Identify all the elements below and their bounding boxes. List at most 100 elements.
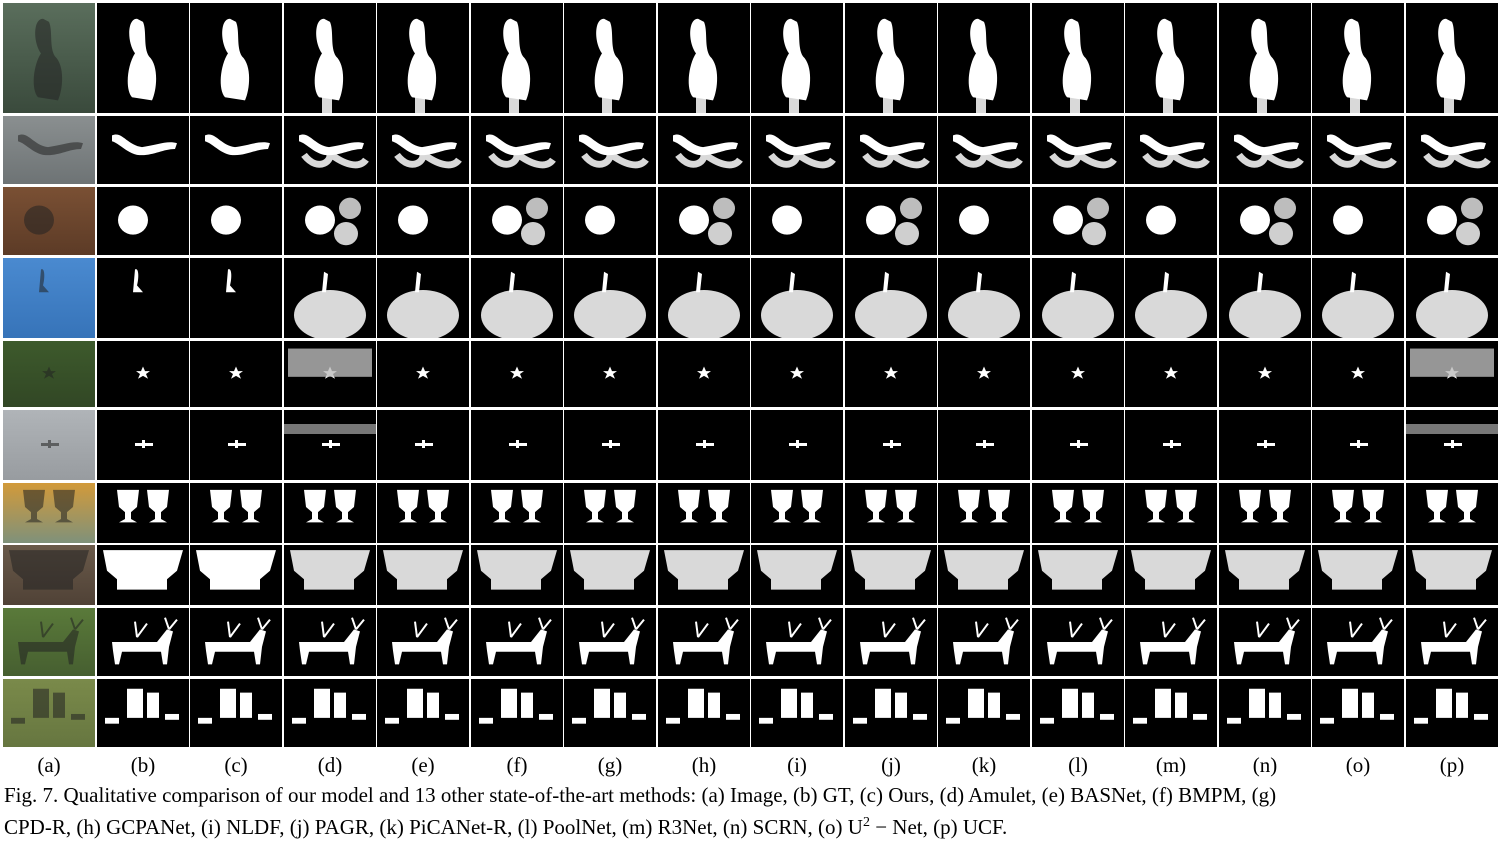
saliency-map-swan [845, 3, 937, 113]
column-label: (g) [597, 753, 623, 777]
saliency-map-heron [938, 116, 1030, 184]
saliency-map-glasses [471, 483, 563, 543]
column-label: (n) [1252, 753, 1278, 777]
saliency-map-swan [658, 3, 750, 113]
saliency-map-chairs [751, 679, 843, 747]
saliency-map-chairs [1032, 679, 1124, 747]
caption-line-2-start: CPD-R, (h) GCPANet, (i) NLDF, (j) PAGR, … [4, 815, 843, 839]
saliency-map-glasses [377, 483, 469, 543]
saliency-map-coin [938, 187, 1030, 255]
saliency-map-wineglasses [751, 545, 843, 605]
saliency-map-chairs [190, 679, 282, 747]
input-image-deer [3, 608, 95, 676]
input-image-heron [3, 116, 95, 184]
saliency-map-chairs [1406, 679, 1498, 747]
saliency-map-swan [938, 3, 1030, 113]
column-label: (p) [1439, 753, 1465, 777]
saliency-map-heron [1312, 116, 1404, 184]
saliency-map-deer [564, 608, 656, 676]
saliency-map-deer [658, 608, 750, 676]
saliency-map-chairs [938, 679, 1030, 747]
saliency-map-plane [190, 410, 282, 480]
input-image-coin [3, 187, 95, 255]
saliency-map-nest [190, 258, 282, 338]
saliency-map-nest [1219, 258, 1311, 338]
saliency-map-coin [845, 187, 937, 255]
saliency-map-swan [190, 3, 282, 113]
saliency-map-star [1125, 341, 1217, 407]
saliency-map-heron [751, 116, 843, 184]
saliency-map-swan [1312, 3, 1404, 113]
saliency-map-star [284, 341, 376, 407]
saliency-map-deer [751, 608, 843, 676]
saliency-map-nest [1406, 258, 1498, 338]
saliency-map-deer [1406, 608, 1498, 676]
saliency-map-plane [564, 410, 656, 480]
input-image-nest [3, 258, 95, 338]
saliency-map-coin [1219, 187, 1311, 255]
saliency-map-glasses [751, 483, 843, 543]
saliency-map-coin [377, 187, 469, 255]
saliency-map-coin [564, 187, 656, 255]
saliency-map-coin [658, 187, 750, 255]
saliency-map-wineglasses [1032, 545, 1124, 605]
saliency-map-wineglasses [1406, 545, 1498, 605]
saliency-map-wineglasses [1125, 545, 1217, 605]
saliency-map-swan [1219, 3, 1311, 113]
column-labels: (a) (b) (c) (d) (e) (f) (g) (h) (i) (j) (k) (l) (m) (… [3, 752, 1503, 780]
saliency-map-star [1032, 341, 1124, 407]
saliency-map-nest [284, 258, 376, 338]
column-label: (m) [1155, 753, 1187, 777]
saliency-map-coin [1032, 187, 1124, 255]
input-image-swan [3, 3, 95, 113]
saliency-map-glasses [284, 483, 376, 543]
saliency-map-wineglasses [471, 545, 563, 605]
column-label: (j) [881, 753, 901, 777]
saliency-map-chairs [284, 679, 376, 747]
saliency-map-star [1406, 341, 1498, 407]
saliency-map-nest [1312, 258, 1404, 338]
saliency-map-deer [190, 608, 282, 676]
saliency-map-wineglasses [845, 545, 937, 605]
saliency-map-heron [564, 116, 656, 184]
column-label: (f) [506, 753, 528, 777]
saliency-map-glasses [190, 483, 282, 543]
saliency-map-glasses [1219, 483, 1311, 543]
saliency-map-plane [284, 410, 376, 480]
saliency-map-heron [1406, 116, 1498, 184]
input-image-glasses [3, 483, 95, 543]
caption-line-2: CPD-R, (h) GCPANet, (i) NLDF, (j) PAGR, … [4, 809, 1500, 841]
caption-unet-sup: 2 [862, 815, 870, 830]
saliency-map-deer [97, 608, 189, 676]
saliency-map-swan [1406, 3, 1498, 113]
saliency-map-coin [751, 187, 843, 255]
saliency-map-wineglasses [190, 545, 282, 605]
saliency-map-chairs [564, 679, 656, 747]
saliency-map-deer [471, 608, 563, 676]
saliency-map-plane [471, 410, 563, 480]
saliency-map-star [1312, 341, 1404, 407]
caption-line-2-end: − Net, (p) UCF. [869, 815, 1008, 839]
saliency-map-glasses [564, 483, 656, 543]
saliency-map-plane [845, 410, 937, 480]
saliency-map-deer [377, 608, 469, 676]
saliency-map-star [938, 341, 1030, 407]
saliency-map-chairs [658, 679, 750, 747]
saliency-map-nest [938, 258, 1030, 338]
saliency-map-plane [1219, 410, 1311, 480]
saliency-map-swan [471, 3, 563, 113]
saliency-map-glasses [1312, 483, 1404, 543]
saliency-map-swan [564, 3, 656, 113]
saliency-map-chairs [1219, 679, 1311, 747]
saliency-map-coin [284, 187, 376, 255]
input-image-plane [3, 410, 95, 480]
saliency-map-heron [471, 116, 563, 184]
saliency-map-deer [938, 608, 1030, 676]
saliency-map-coin [471, 187, 563, 255]
saliency-map-heron [845, 116, 937, 184]
saliency-map-chairs [845, 679, 937, 747]
saliency-map-plane [938, 410, 1030, 480]
saliency-map-nest [1125, 258, 1217, 338]
input-image-star [3, 341, 95, 407]
saliency-map-swan [1125, 3, 1217, 113]
